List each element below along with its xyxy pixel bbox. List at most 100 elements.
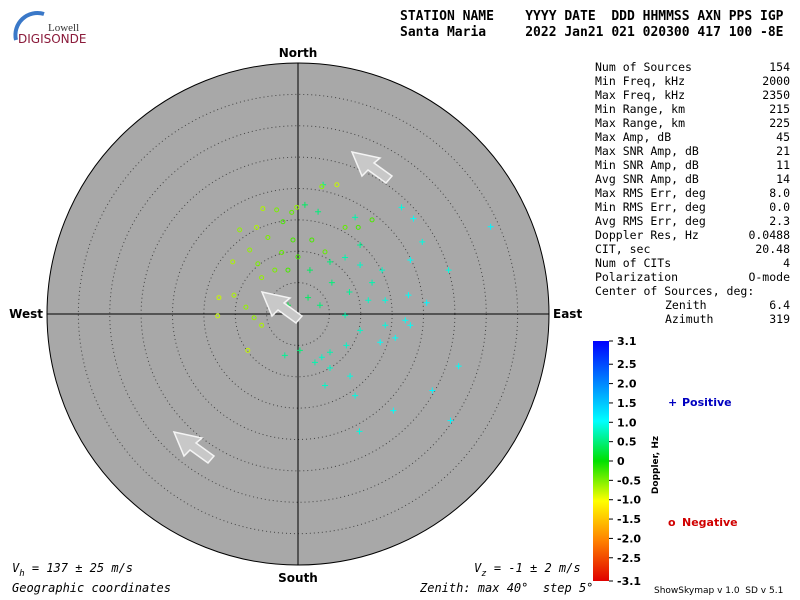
source-positive [318, 354, 325, 361]
source-positive [346, 289, 353, 296]
dir-west: West [9, 307, 43, 321]
source-positive [352, 392, 359, 399]
source-positive [357, 327, 364, 334]
source-positive [327, 349, 334, 356]
legend-marker: o [668, 516, 676, 529]
source-negative [255, 261, 261, 267]
stat-value: 45 [776, 130, 790, 144]
source-negative [265, 234, 271, 240]
legend-label: Positive [682, 396, 732, 409]
colorbar-scale [593, 341, 609, 581]
colorbar-tick-label: 3.1 [617, 335, 637, 348]
source-positive [296, 347, 303, 354]
colorbar-tick-label: 0.5 [617, 436, 637, 449]
source-positive [305, 294, 312, 301]
source-negative [230, 259, 236, 265]
source-positive [321, 382, 328, 389]
source-negative [285, 267, 291, 273]
stats: Num of Sources 154 Min Freq, kHz 2000 Max Fr… [595, 60, 790, 326]
stat-label: Azimuth [665, 312, 713, 326]
stat-label: Polarization [595, 270, 678, 284]
source-negative [251, 315, 257, 321]
source-negative [342, 224, 348, 230]
source-positive [357, 241, 364, 248]
stat-label: Min SNR Amp, dB [595, 158, 699, 172]
source-positive [327, 364, 334, 371]
source-negative [260, 206, 266, 212]
vh-sub: h [19, 569, 24, 579]
source-positive [455, 363, 462, 370]
colorbar-tick-label: -1.0 [617, 494, 641, 507]
stat-label: Avg SNR Amp, dB [595, 172, 699, 186]
source-positive [342, 254, 349, 261]
colorbar-tick-label: -2.5 [617, 552, 641, 565]
source-positive [390, 407, 397, 414]
vz-v: V [474, 561, 482, 575]
source-positive [379, 267, 386, 274]
source-negative [279, 250, 285, 256]
logo-bottom: DIGISONDE [18, 32, 86, 46]
source-positive [342, 312, 349, 319]
source-negative [274, 207, 280, 213]
source-positive [316, 302, 323, 309]
zenith-note: Zenith: max 40° step 5° [419, 581, 593, 595]
source-positive [356, 428, 363, 435]
source-positive [407, 257, 414, 264]
source-negative [295, 254, 301, 260]
colorbar-tick-label: -2.0 [617, 532, 641, 545]
source-positive [343, 342, 350, 349]
header-values: Santa Maria 2022 Jan21 021 020300 417 10… [400, 25, 784, 40]
source-positive [407, 322, 414, 329]
colorbar-tick-label: -1.5 [617, 513, 641, 526]
source-positive [419, 238, 426, 245]
source-positive [445, 267, 452, 274]
stat-label: Max Amp, dB [595, 130, 671, 144]
vz-value: = -1 ± 2 m/s [487, 561, 581, 575]
stat-value: 2000 [762, 74, 790, 88]
dir-south: South [278, 571, 318, 585]
source-negative [216, 295, 222, 301]
source-positive [392, 334, 399, 341]
source-positive [369, 279, 376, 286]
stat-label: Avg RMS Err, deg [595, 214, 706, 228]
source-positive [377, 339, 384, 346]
stat-value: 2350 [762, 88, 790, 102]
source-negative [247, 247, 253, 253]
stat-label: Min Range, km [595, 102, 685, 116]
stat-value: 215 [769, 102, 790, 116]
source-positive [447, 417, 454, 424]
stat-label: Doppler Res, Hz [595, 228, 699, 242]
stat-value: 319 [769, 312, 790, 326]
colorbar-tick-label: 1.5 [617, 397, 637, 410]
colorbar-tick-label: 1.0 [617, 416, 637, 429]
source-positive [365, 297, 372, 304]
source-negative [259, 275, 265, 281]
stat-value: 2.3 [769, 214, 790, 228]
stat-label: Center of Sources, deg: [595, 284, 754, 298]
source-negative [237, 227, 243, 233]
source-positive [487, 223, 494, 230]
source-negative [355, 224, 361, 230]
source-positive [328, 279, 335, 286]
source-positive [382, 297, 389, 304]
colorbar-title: Doppler, Hz [651, 436, 661, 494]
stat-label: Max Range, km [595, 116, 685, 130]
stat-value: 8.0 [769, 186, 790, 200]
logo-swoosh [13, 11, 45, 41]
stat-value: 0.0488 [748, 228, 790, 242]
arrow [260, 290, 304, 325]
source-negative [280, 219, 286, 225]
vz: Vz = -1 ± 2 m/s [474, 561, 581, 579]
source-positive [405, 292, 412, 299]
source-positive [357, 262, 364, 269]
source-positive [327, 258, 334, 265]
vh-v: V [12, 561, 20, 575]
source-negative [290, 237, 296, 243]
stat-label: Min Freq, kHz [595, 74, 685, 88]
arrow [172, 430, 216, 465]
stat-value: 11 [776, 158, 790, 172]
source-negative [369, 217, 375, 223]
stat-value: 14 [776, 172, 790, 186]
source-negative [215, 313, 221, 319]
